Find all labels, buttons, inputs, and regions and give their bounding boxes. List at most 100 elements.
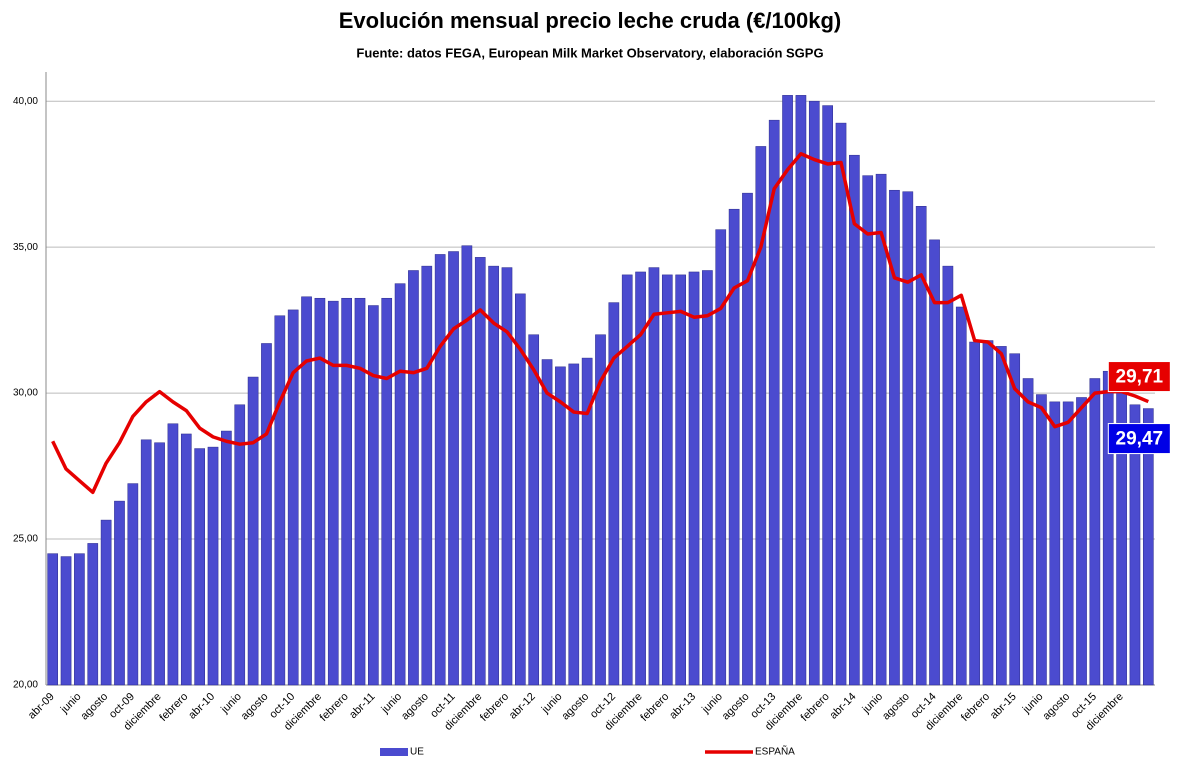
x-tick-label: febrero — [799, 691, 832, 724]
bar — [942, 265, 954, 686]
bar — [862, 175, 874, 686]
bar — [368, 305, 379, 686]
bar — [835, 122, 847, 686]
bar — [902, 191, 914, 686]
bar — [247, 376, 259, 686]
bar — [1102, 370, 1114, 686]
bar — [341, 297, 352, 686]
bar — [661, 274, 673, 686]
value-label-box — [1107, 361, 1171, 393]
bar — [982, 340, 994, 686]
bar — [47, 553, 59, 686]
x-tick-label: agosto — [1040, 691, 1072, 723]
bar — [715, 229, 727, 686]
value-label: 29,47 — [1116, 429, 1164, 450]
bar — [1116, 369, 1127, 686]
bar — [515, 293, 526, 686]
legend-swatch — [380, 748, 408, 756]
bar — [221, 430, 232, 686]
bar — [1142, 408, 1154, 686]
bar — [915, 206, 927, 686]
bar — [167, 423, 179, 686]
x-tick-label: abr-09 — [26, 691, 57, 722]
bar — [287, 309, 299, 686]
bar — [541, 359, 553, 686]
bar — [702, 270, 713, 686]
bar — [635, 271, 646, 686]
bar — [354, 297, 366, 686]
bar — [461, 245, 473, 686]
bar — [127, 483, 139, 686]
bar — [728, 208, 740, 686]
x-tick-label: abr-11 — [347, 691, 377, 721]
x-tick-label: febrero — [318, 691, 351, 724]
bar — [581, 357, 593, 686]
bar — [768, 119, 780, 686]
bar — [688, 271, 700, 686]
y-tick-label: 40,00 — [13, 96, 38, 107]
x-tick-label: abr-10 — [186, 691, 217, 722]
bar — [1009, 353, 1021, 686]
bar — [114, 500, 125, 686]
x-tick-label: febrero — [478, 691, 511, 724]
bar — [555, 366, 566, 686]
bar — [795, 95, 807, 686]
bar — [1062, 401, 1074, 686]
y-tick-label: 35,00 — [13, 242, 38, 253]
x-tick-label: abr-15 — [988, 691, 1019, 722]
bar — [875, 173, 887, 686]
x-tick-label: agosto — [239, 691, 271, 723]
bar — [408, 270, 419, 686]
bar — [434, 254, 446, 686]
bar — [1089, 378, 1101, 686]
chart-subtitle: Fuente: datos FEGA, European Milk Market… — [356, 45, 823, 60]
bar — [261, 343, 272, 686]
bar — [568, 363, 580, 686]
x-tick-label: agosto — [880, 691, 912, 723]
bar — [595, 334, 606, 686]
chart-title: Evolución mensual precio leche cruda (€/… — [339, 8, 842, 33]
bar — [74, 553, 85, 686]
bar — [180, 433, 192, 686]
bar — [755, 146, 767, 686]
legend-label: UE — [410, 747, 424, 758]
bar — [314, 297, 326, 686]
bar — [822, 105, 833, 686]
x-tick-label: agosto — [720, 691, 752, 723]
value-label: 29,71 — [1116, 367, 1164, 388]
legend-label: ESPAÑA — [755, 745, 795, 758]
bar — [421, 265, 433, 686]
bar — [1049, 401, 1061, 686]
bar — [394, 283, 406, 686]
bar — [60, 556, 72, 686]
x-tick-label: agosto — [399, 691, 431, 723]
bar — [100, 519, 112, 686]
bar — [608, 302, 620, 686]
bar — [207, 446, 219, 686]
y-tick-label: 30,00 — [13, 388, 38, 399]
bar — [889, 189, 900, 686]
bar — [675, 274, 686, 686]
bar — [234, 404, 246, 686]
bar — [648, 267, 660, 686]
y-tick-label: 25,00 — [13, 534, 38, 545]
bar — [301, 296, 312, 686]
bar — [742, 192, 753, 686]
bar — [849, 154, 860, 686]
bar — [448, 251, 459, 686]
bar — [381, 297, 393, 686]
bar — [327, 300, 339, 686]
x-tick-label: abr-13 — [667, 691, 698, 722]
bar — [274, 315, 286, 686]
bar — [955, 306, 967, 686]
bar — [528, 334, 540, 686]
bar — [1076, 397, 1087, 686]
x-tick-label: abr-14 — [828, 691, 859, 722]
x-tick-label: febrero — [959, 691, 992, 724]
bar — [154, 442, 165, 686]
bar — [1036, 394, 1047, 686]
bar — [782, 95, 793, 686]
y-tick-label: 20,00 — [13, 680, 38, 691]
line — [51, 151, 1149, 495]
